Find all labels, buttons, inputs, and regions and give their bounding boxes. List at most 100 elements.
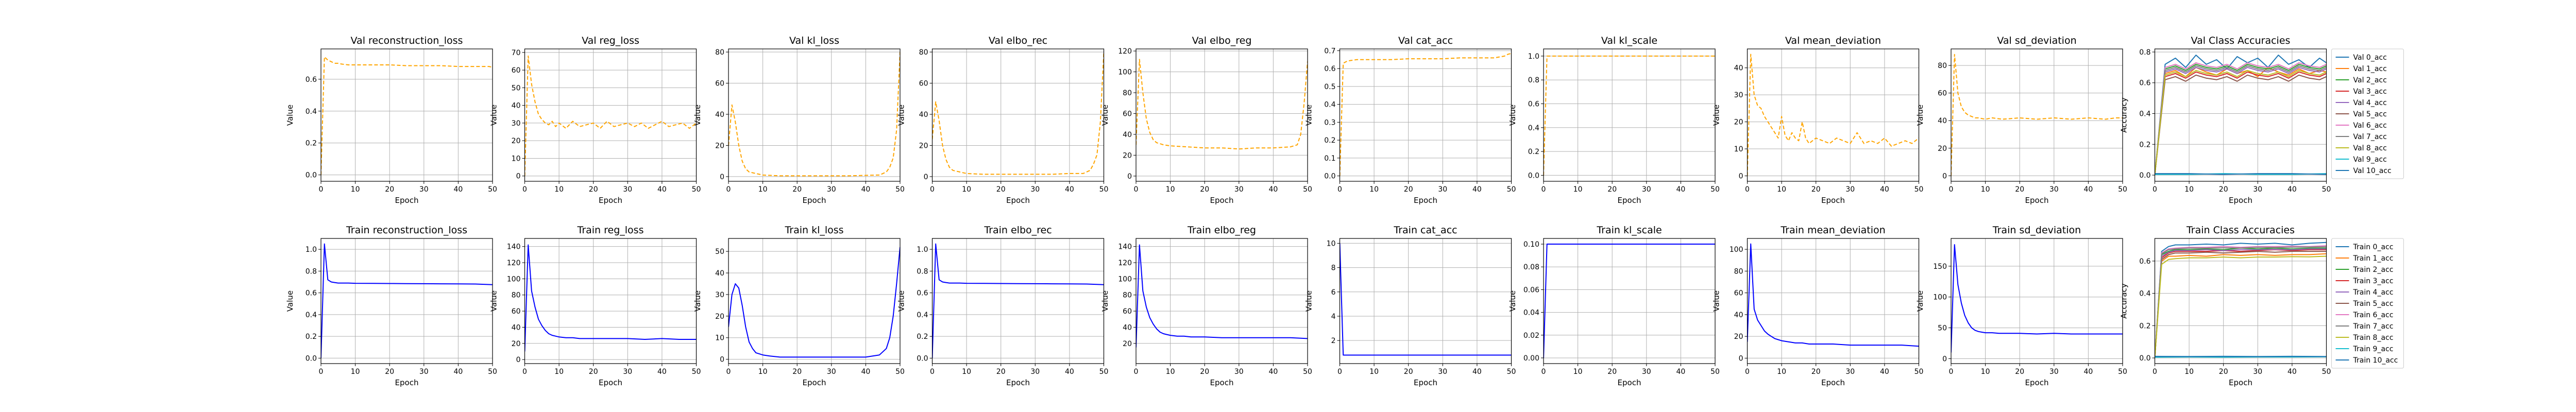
x-tick-label: 20 <box>996 185 1006 194</box>
y-tick-label: 20 <box>512 137 521 145</box>
y-tick-label: 0 <box>1127 173 1132 181</box>
axes-frame <box>931 48 1105 182</box>
subplot-title: Train elbo_rec <box>984 225 1052 236</box>
x-axis-label: Epoch <box>395 196 419 205</box>
y-tick-label: 0.6 <box>2139 258 2150 266</box>
axes-frame <box>728 48 901 182</box>
x-tick-label: 0 <box>1745 368 1750 376</box>
x-tick-label: 0 <box>1541 185 1546 194</box>
series-line <box>2155 242 2327 358</box>
x-tick-label: 50 <box>692 185 701 194</box>
x-tick-label: 20 <box>1200 185 1209 194</box>
x-tick-label: 20 <box>792 185 802 194</box>
x-tick-label: 10 <box>1777 368 1786 376</box>
y-axis-label: Value <box>285 105 295 126</box>
legend-entry: Val 1_acc <box>2353 65 2387 73</box>
y-tick-label: 100 <box>1730 246 1743 254</box>
y-tick-label: 0.2 <box>2139 141 2150 149</box>
x-tick-label: 0 <box>1949 368 1954 376</box>
y-tick-label: 0.4 <box>2139 290 2150 298</box>
x-tick-label: 0 <box>319 185 324 194</box>
subplot-title: Val kl_scale <box>1601 35 1657 46</box>
x-tick-label: 50 <box>1303 368 1312 376</box>
series-line <box>1747 54 1919 176</box>
y-tick-label: 20 <box>1734 118 1743 127</box>
axes-frame <box>1747 238 1920 364</box>
legend-entry: Val 9_acc <box>2353 156 2387 164</box>
y-axis-label: Value <box>1100 290 1110 312</box>
subplot-title: Val elbo_rec <box>989 35 1047 46</box>
y-tick-label: 1.0 <box>1528 53 1539 61</box>
y-axis-label: Value <box>1916 290 1925 312</box>
y-tick-label: 1.0 <box>306 246 317 254</box>
x-tick-label: 40 <box>1268 368 1278 376</box>
x-tick-label: 40 <box>2287 185 2297 194</box>
y-tick-label: 20 <box>919 142 928 150</box>
x-tick-label: 10 <box>758 185 768 194</box>
x-tick-label: 30 <box>1234 185 1244 194</box>
series-group <box>1951 244 2123 353</box>
x-axis-label: Epoch <box>599 378 622 387</box>
y-tick-label: 60 <box>512 66 521 75</box>
legend-entry: Train 9_acc <box>2353 345 2394 353</box>
series-line <box>2155 251 2327 358</box>
legend-frame <box>2331 238 2404 369</box>
x-tick-label: 40 <box>2287 368 2297 376</box>
x-tick-label: 10 <box>1573 185 1583 194</box>
y-tick-label: 0.8 <box>917 267 928 276</box>
y-tick-label: 0 <box>720 173 724 181</box>
x-tick-label: 50 <box>488 368 497 376</box>
x-tick-label: 0 <box>1337 368 1342 376</box>
x-tick-label: 10 <box>1573 368 1583 376</box>
x-tick-label: 10 <box>1166 185 1175 194</box>
x-axis-label: Epoch <box>1006 196 1030 205</box>
x-tick-label: 30 <box>419 185 429 194</box>
x-tick-label: 40 <box>1472 185 1482 194</box>
x-tick-label: 20 <box>2015 368 2024 376</box>
x-tick-label: 50 <box>1303 185 1312 194</box>
x-tick-label: 30 <box>2253 368 2262 376</box>
series-group <box>1747 54 1919 176</box>
y-tick-label: 140 <box>507 243 521 251</box>
subplot: 0 10 20 30 40 50 0 20 40 60 80 Val kl_loss Epoch Valu… <box>693 35 905 205</box>
y-tick-label: 0.0 <box>917 354 928 363</box>
x-tick-label: 0 <box>1337 185 1342 194</box>
series-line <box>728 52 900 177</box>
y-tick-label: 0.4 <box>2139 110 2150 118</box>
y-tick-label: 60 <box>1734 289 1743 298</box>
y-tick-label: 60 <box>512 307 521 316</box>
series-line <box>1136 244 1308 348</box>
series-group <box>1340 53 1512 176</box>
series-group <box>932 52 1104 175</box>
y-tick-label: 100 <box>1118 68 1132 77</box>
series-line <box>932 52 1104 175</box>
x-tick-label: 20 <box>1200 368 1209 376</box>
y-tick-label: 30 <box>715 291 724 299</box>
series-line <box>1136 59 1308 150</box>
y-tick-label: 0.3 <box>1324 118 1335 127</box>
y-tick-label: 80 <box>1734 267 1743 276</box>
legend-frame <box>2331 48 2404 179</box>
series-line <box>321 243 493 358</box>
x-axis-label: Epoch <box>1821 196 1845 205</box>
x-tick-label: 10 <box>351 185 360 194</box>
y-tick-label: 10 <box>512 154 521 163</box>
y-tick-label: 0.0 <box>1528 171 1539 180</box>
series-line <box>2155 63 2327 176</box>
legend-entry: Val 4_acc <box>2353 99 2387 107</box>
y-tick-label: 60 <box>919 80 928 88</box>
legend-entry: Train 0_acc <box>2353 243 2394 251</box>
series-line <box>2155 245 2327 358</box>
x-axis-label: Epoch <box>803 196 826 205</box>
y-axis-label: Accuracy <box>2120 283 2129 319</box>
y-tick-label: 0 <box>1942 172 1947 180</box>
y-tick-label: 0.6 <box>917 289 928 298</box>
subplot: 0 10 20 30 40 50 0 10 20 30 40 50 Train kl_loss Epoch… <box>693 225 905 387</box>
series-line <box>1951 54 2123 176</box>
series-line <box>321 56 493 175</box>
series-line <box>2155 71 2327 176</box>
y-tick-label: 4 <box>1331 313 1336 321</box>
series-group <box>1136 59 1308 150</box>
series-group <box>1340 243 1512 356</box>
legend-entry: Train 2_acc <box>2353 266 2394 274</box>
